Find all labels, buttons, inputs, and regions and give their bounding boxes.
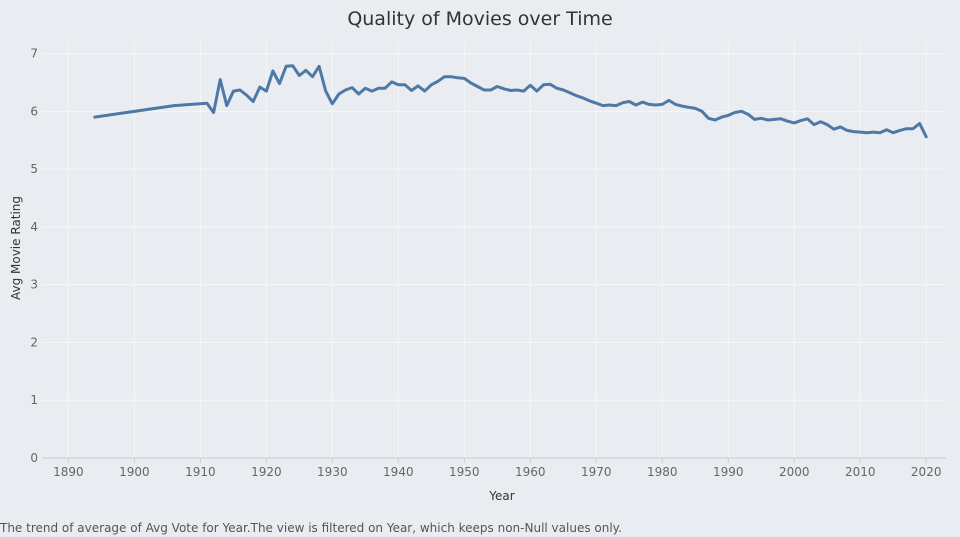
x-tick-label: 1990 [713, 465, 744, 479]
y-tick-label: 2 [30, 335, 38, 349]
x-tick-label: 2000 [779, 465, 810, 479]
series-line-avg-rating[interactable] [93, 64, 928, 139]
x-tick-label: 1940 [383, 465, 414, 479]
y-tick-label: 0 [30, 451, 38, 465]
x-tick-label: 1920 [251, 465, 282, 479]
x-tick-label: 2010 [845, 465, 876, 479]
y-tick-label: 4 [30, 220, 38, 234]
x-axis-ticks: 1890 1900 1910 1920 1930 1940 1950 1960 1970 1980… [42, 457, 946, 479]
x-tick-label: 1900 [119, 465, 150, 479]
y-tick-label: 3 [30, 278, 38, 292]
x-tick-label: 1930 [317, 465, 348, 479]
x-tick-label: 1980 [647, 465, 678, 479]
x-tick-label: 1960 [515, 465, 546, 479]
y-tick-label: 6 [30, 104, 38, 118]
x-tick-label: 1970 [581, 465, 612, 479]
y-tick-label: 7 [30, 47, 38, 61]
y-axis-ticks: 0 1 2 3 4 5 6 7 [30, 47, 38, 465]
x-axis-title: Year [488, 489, 514, 503]
grid-lines [42, 42, 946, 459]
y-tick-label: 1 [30, 393, 38, 407]
y-tick-label: 5 [30, 162, 38, 176]
chart-title: Quality of Movies over Time [347, 8, 613, 30]
caption-text: The trend of average of Avg Vote for Yea… [0, 521, 622, 535]
y-axis-title: Avg Movie Rating [9, 196, 23, 300]
x-tick-label: 1910 [185, 465, 216, 479]
x-tick-label: 1950 [449, 465, 480, 479]
x-tick-label: 2020 [911, 465, 942, 479]
x-tick-label: 1890 [53, 465, 84, 479]
